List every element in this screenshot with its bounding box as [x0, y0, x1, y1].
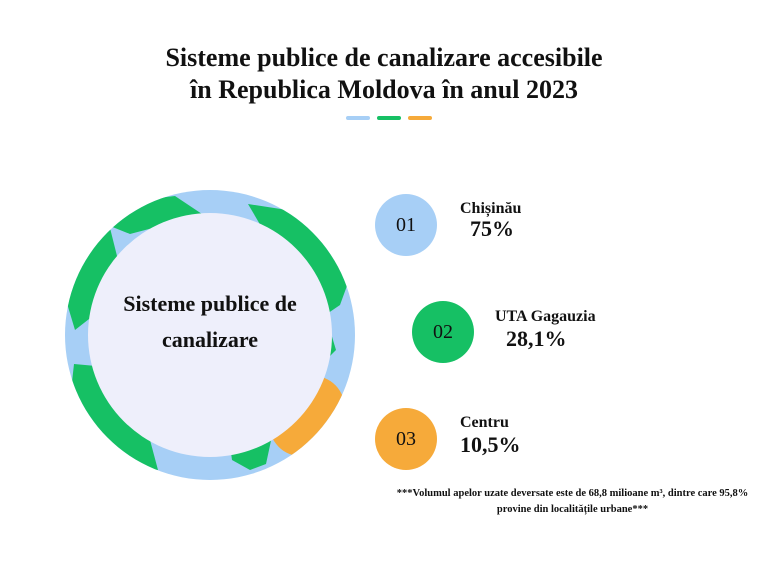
badge-02-number: 02 [433, 320, 453, 343]
chart-title-line-1: Sisteme publice de canalizare accesibile [165, 43, 603, 72]
badge-01: 01 [375, 194, 437, 256]
value-label-gagauzia: 28,1% [506, 326, 567, 351]
title-underline-green [377, 116, 401, 120]
region-label-chisinau: Chișinău [460, 200, 522, 217]
badge-01-number: 01 [396, 213, 416, 236]
region-label-centru: Centru [460, 414, 509, 431]
region-label-gagauzia: UTA Gagauzia [495, 308, 596, 325]
title-underline-orange [408, 116, 432, 120]
value-label-chisinau: 75% [470, 216, 514, 241]
footnote-line-1: ***Volumul apelor uzate deversate este d… [396, 488, 749, 499]
value-label-centru: 10,5% [460, 432, 521, 457]
title-underline-blue [346, 116, 370, 120]
badge-03-number: 03 [396, 427, 416, 450]
globe-inner-disc [88, 213, 332, 457]
footnote-line-2: provine din localitățile urbane*** [496, 504, 649, 515]
badge-02: 02 [412, 301, 474, 363]
chart-title-line-2: în Republica Moldova în anul 2023 [190, 75, 578, 104]
center-label: Sisteme publice de canalizare [100, 286, 320, 358]
center-label-line-2: canalizare [161, 327, 259, 352]
center-label-line-1: Sisteme publice de [123, 291, 297, 316]
chart-title: Sisteme publice de canalizare accesibile… [0, 42, 768, 106]
land-patch-bottom-left [70, 364, 158, 470]
badge-03: 03 [375, 408, 437, 470]
footnote: ***Volumul apelor uzate deversate este d… [380, 486, 765, 518]
